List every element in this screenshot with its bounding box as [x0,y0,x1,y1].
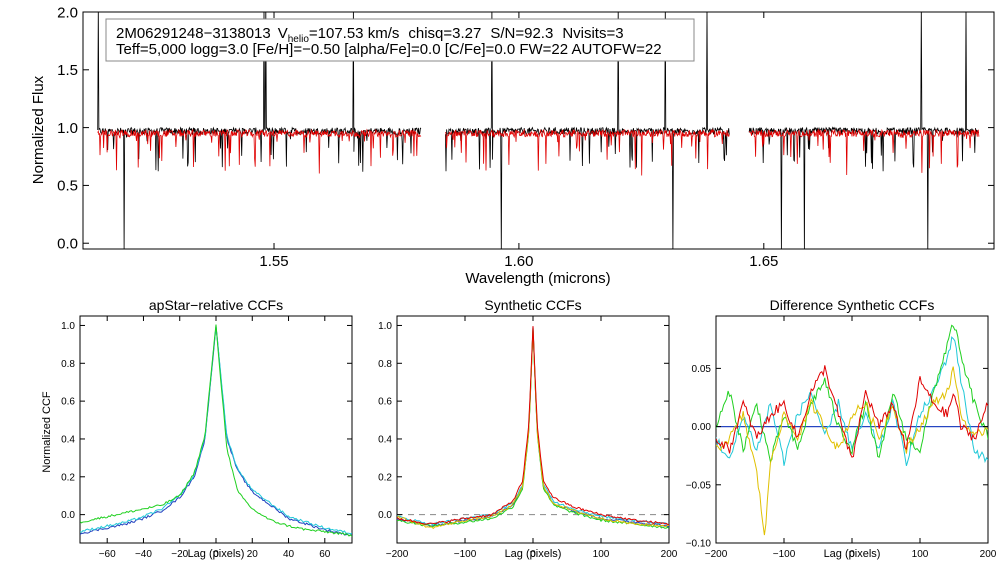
difference_ccf-series-red [716,365,988,458]
spectrum-y-tick-label: 1.0 [57,120,78,137]
chisq-value: chisq=3.27 [408,25,481,42]
spectrum-plot-frame [82,11,995,250]
difference_ccf-x-tick-label: −200 [705,549,728,560]
vhelio-label: V [278,25,288,42]
synthetic_ccf-y-tick-label: 0.8 [378,359,392,370]
spectrum-x-tick-label: 1.55 [259,253,288,270]
apstar_ccf-x-tick-label: −60 [99,549,116,560]
spectrum-series-model [97,128,422,174]
synthetic_ccf-series-green [397,329,669,529]
synthetic_ccf-series-red [397,326,669,526]
difference_ccf-series-green [716,324,988,463]
apstar_ccf-y-tick-label: 0.4 [61,434,75,445]
spectrum-axes: 1.55 1.60 1.65 0.0 0.5 1.0 1.5 2.0 [57,4,994,270]
apstar_ccf-x-tick-label: 20 [247,549,259,560]
synthetic_ccf-y-tick-label: 0.4 [378,434,392,445]
apstar-ccf-series [80,324,352,537]
apstar-ccf-axes: −60 −40 −20 0 20 40 60 0.0 0.2 0.4 0.6 0.8 1.0 [61,316,352,560]
snr-value: S/N=92.3 [490,25,553,42]
synthetic-ccf-x-axis-label: Lag (pixels) [505,548,562,560]
spectrum-y-tick-label: 0.0 [57,235,78,252]
star-id: 2M06291248−3138013 [116,25,271,42]
difference_ccf-y-tick-label: −0.05 [686,480,712,491]
spectrum-series [97,12,980,249]
difference_ccf-series-yellow [716,366,988,536]
difference_ccf-x-tick-label: 100 [912,549,929,560]
apstar-ccf-plot-frame [79,315,353,544]
difference_ccf-y-tick-label: 0.05 [692,364,712,375]
spectrum-series-observed [748,12,980,249]
difference-ccf-plot-frame [715,315,989,544]
spectrum-y-axis-label: Normalized Flux [30,75,47,184]
difference-ccf-x-axis-label: Lag (pixels) [824,548,881,560]
apstar_ccf-series-ccf-cyan [80,327,352,535]
spectrum-x-tick-label: 1.65 [749,253,778,270]
spectrum-series-model [445,128,730,176]
synthetic_ccf-series-cyan [397,327,669,526]
synthetic_ccf-y-tick-label: 0.0 [378,510,392,521]
nvisits-value: Nvisits=3 [562,25,623,42]
spectrum-y-tick-label: 1.5 [57,62,78,79]
difference_ccf-x-tick-label: 0 [849,549,855,560]
spectrum-y-tick-label: 0.5 [57,178,78,195]
spectrum-y-tick-label: 2.0 [57,4,78,21]
spectrum-annotation-line1: 2M06291248−3138013 Vhelio=107.53 km/s chis… [116,25,624,45]
vhelio-subscript: helio [288,34,310,45]
synthetic_ccf-y-tick-label: 1.0 [378,321,392,332]
difference_ccf-x-tick-label: 200 [980,549,997,560]
synthetic-ccf-title: Synthetic CCFs [484,297,581,313]
spectrum-annotation-line2: Teff=5,000 logg=3.0 [Fe/H]=−0.50 [alpha/… [116,41,662,58]
synthetic_ccf-x-tick-label: −100 [454,549,477,560]
difference-ccf-axes: −200 −100 0 100 200 −0.10 −0.05 0.00 0.05 [686,316,997,560]
difference_ccf-y-tick-label: −0.10 [686,539,712,550]
apstar_ccf-y-tick-label: 0.0 [61,510,75,521]
apstar_ccf-x-tick-label: 60 [319,549,331,560]
spectrum-x-axis-label: Wavelength (microns) [465,270,610,287]
apstar_ccf-x-tick-label: −40 [135,549,152,560]
difference-ccf-series [716,324,988,536]
vhelio-value: =107.53 km/s [309,25,399,42]
synthetic-ccf-plot-frame [396,315,670,544]
difference-ccf-title: Difference Synthetic CCFs [770,297,935,313]
difference_ccf-y-tick-label: 0.00 [692,422,712,433]
synthetic-ccf-series [397,326,669,530]
synthetic_ccf-y-tick-label: 0.2 [378,472,392,483]
spectrum-x-tick-label: 1.60 [504,253,533,270]
apstar_ccf-x-tick-label: 40 [283,549,295,560]
synthetic_ccf-x-tick-label: 0 [530,549,536,560]
apstar_ccf-series-ccf-blue [80,325,352,537]
synthetic_ccf-x-tick-label: 200 [661,549,678,560]
synthetic-ccf-axes: −200 −100 0 100 200 0.0 0.2 0.4 0.6 0.8 1.0 [378,316,678,560]
apstar-ccf-y-axis-label: Normalized CCF [41,391,53,473]
apstar-ccf-title: apStar−relative CCFs [149,297,283,313]
synthetic_ccf-x-tick-label: 100 [593,549,610,560]
apstar_ccf-x-tick-label: −20 [171,549,188,560]
difference_ccf-x-tick-label: −100 [773,549,796,560]
spectrum-annotation-box [105,18,695,62]
apstar_ccf-y-tick-label: 0.2 [61,472,75,483]
apstar-ccf-x-axis-label: Lag (pixels) [188,548,245,560]
apstar_ccf-x-tick-label: 0 [213,549,219,560]
apstar_ccf-y-tick-label: 0.6 [61,397,75,408]
synthetic_ccf-series-yellow [397,327,669,530]
synthetic_ccf-x-tick-label: −200 [386,549,409,560]
apstar_ccf-series-ccf-green [80,324,352,537]
spectrum-series-model [748,128,980,176]
synthetic_ccf-y-tick-label: 0.6 [378,397,392,408]
apstar_ccf-y-tick-label: 0.8 [61,359,75,370]
synthetic_ccf-series-blue [397,326,669,528]
apstar_ccf-y-tick-label: 1.0 [61,321,75,332]
difference_ccf-series-cyan [716,336,988,466]
